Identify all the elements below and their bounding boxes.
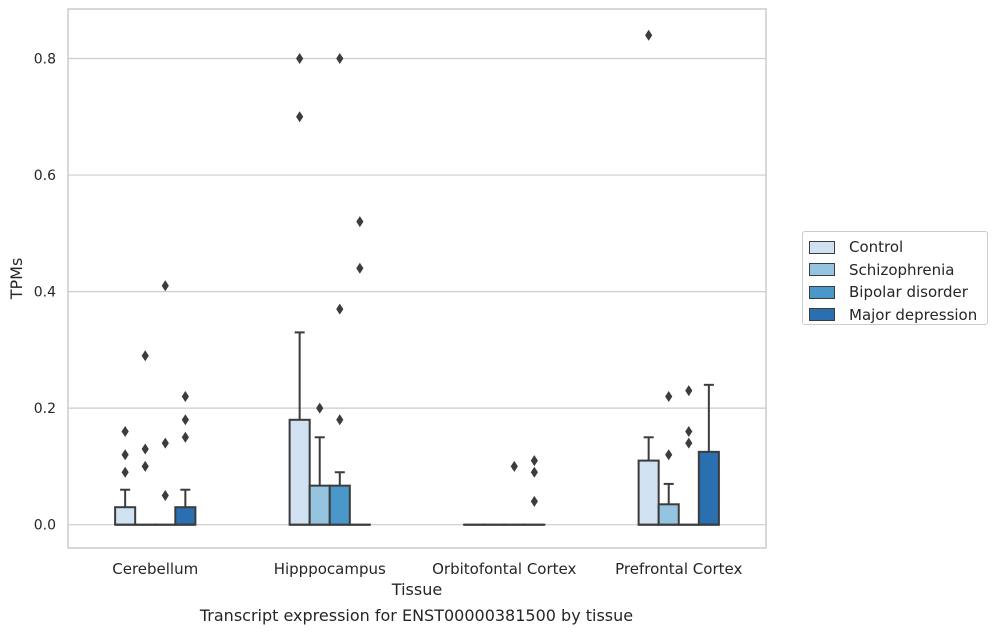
y-tick-label: 0.8 [34, 52, 56, 68]
box-body [310, 486, 330, 525]
outlier-point [182, 432, 189, 443]
grid-lines [68, 59, 766, 525]
x-tick-label: Hipppocampus [274, 560, 386, 578]
outlier-point [182, 391, 189, 402]
outlier-point [665, 391, 672, 402]
plot-frame [68, 9, 766, 548]
outlier-point [336, 53, 343, 64]
outlier-point [122, 467, 129, 478]
outlier-point [685, 385, 692, 396]
outlier-point [665, 449, 672, 460]
outlier-point [531, 467, 538, 478]
box-control [639, 437, 659, 524]
outlier-point [336, 414, 343, 425]
legend-swatch [809, 308, 835, 321]
outlier-point [511, 461, 518, 472]
outlier-point [356, 216, 363, 227]
box-major-depression [699, 385, 719, 525]
legend-label: Schizophrenia [849, 261, 954, 279]
outlier-point [162, 490, 169, 501]
outlier-point [142, 350, 149, 361]
outlier-point [296, 111, 303, 122]
outlier-point [645, 30, 652, 41]
outlier-point [336, 304, 343, 315]
box-body [290, 420, 310, 525]
outlier-point [162, 280, 169, 291]
outlier-points [122, 30, 693, 507]
legend-item: Bipolar disorder [809, 281, 981, 304]
box-body [659, 504, 679, 524]
outlier-point [296, 53, 303, 64]
y-tick-label: 0.2 [34, 401, 56, 417]
x-axis-label: Tissue [391, 580, 442, 599]
x-tick-labels: Cerebellum Hipppocampus Orbitofontal Corte… [112, 560, 742, 578]
outlier-point [316, 403, 323, 414]
outlier-point [142, 461, 149, 472]
outlier-point [122, 449, 129, 460]
box-schizophrenia [310, 437, 330, 524]
box-body [639, 461, 659, 525]
y-tick-label: 0.6 [34, 168, 56, 184]
x-tick-label: Cerebellum [112, 560, 198, 578]
legend-swatch [809, 263, 835, 276]
y-axis-label: TPMs [7, 258, 26, 301]
legend-swatch [809, 286, 835, 299]
box-control [115, 490, 135, 525]
outlier-point [122, 426, 129, 437]
y-tick-label: 0.4 [34, 285, 56, 301]
legend-item: Control [809, 236, 981, 259]
outlier-point [142, 443, 149, 454]
box-schizophrenia [659, 484, 679, 525]
outlier-point [531, 455, 538, 466]
box-body [175, 507, 195, 524]
box-body [115, 507, 135, 524]
legend-label: Bipolar disorder [849, 283, 968, 301]
outlier-point [531, 496, 538, 507]
y-tick-labels: 0.0 0.2 0.4 0.6 0.8 [34, 52, 56, 534]
legend-item: Schizophrenia [809, 259, 981, 282]
legend-item: Major depression [809, 304, 981, 327]
chart-caption: Transcript expression for ENST0000038150… [0, 606, 833, 625]
box-body [330, 486, 350, 525]
legend: Control Schizophrenia Bipolar disorder Majo… [802, 231, 988, 325]
y-tick-label: 0.0 [34, 518, 56, 534]
legend-label: Control [849, 238, 903, 256]
box-bipolar-disorder [330, 472, 350, 524]
x-tick-label: Prefrontal Cortex [615, 560, 742, 578]
outlier-point [685, 438, 692, 449]
outlier-point [356, 263, 363, 274]
boxes [115, 332, 719, 524]
outlier-point [182, 414, 189, 425]
box-body [699, 452, 719, 525]
legend-label: Major depression [849, 306, 977, 324]
x-tick-label: Orbitofontal Cortex [432, 560, 576, 578]
box-major-depression [175, 490, 195, 525]
outlier-point [685, 426, 692, 437]
legend-swatch [809, 241, 835, 254]
box-control [290, 332, 310, 524]
outlier-point [162, 438, 169, 449]
